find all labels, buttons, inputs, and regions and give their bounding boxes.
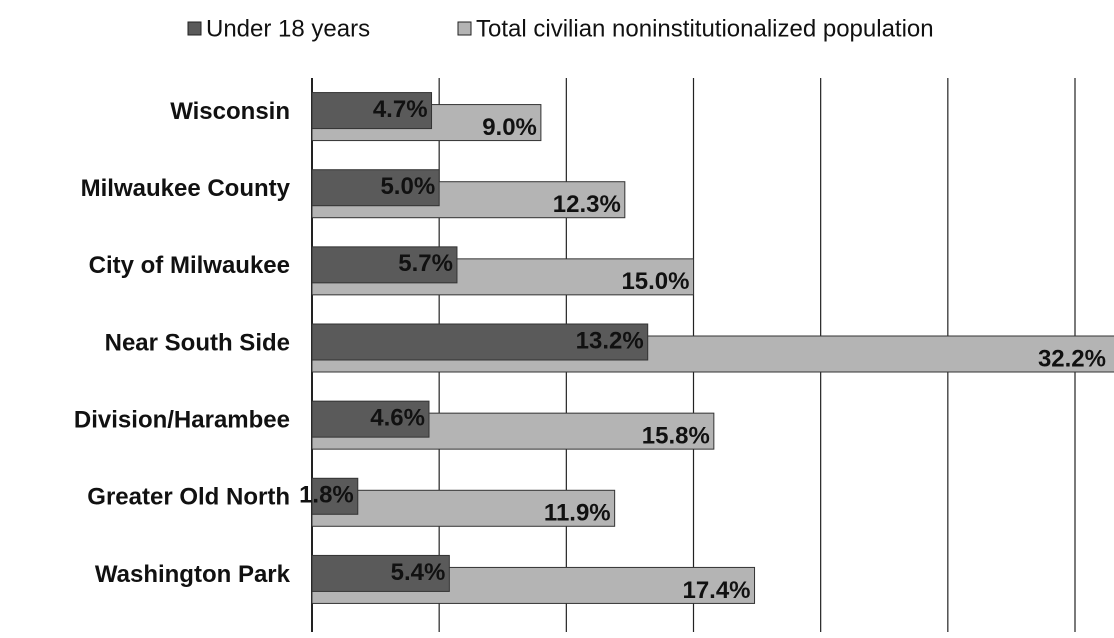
data-label: 5.4% <box>391 559 446 586</box>
category-label: Division/Harambee <box>74 406 290 433</box>
category-label: Wisconsin <box>170 98 290 125</box>
data-label: 4.7% <box>373 96 428 123</box>
category-label: City of Milwaukee <box>89 252 290 279</box>
data-label: 1.8% <box>299 482 354 509</box>
legend-swatch <box>187 21 202 36</box>
data-label: 11.9% <box>544 500 611 527</box>
bar <box>311 169 440 207</box>
data-label: 13.2% <box>576 327 644 354</box>
legend-label: Total civilian noninstitutionalized popu… <box>476 15 934 42</box>
bar <box>311 477 359 515</box>
bar <box>311 400 430 438</box>
category-label: Near South Side <box>105 329 290 356</box>
bar <box>311 92 433 130</box>
data-label: 4.6% <box>370 404 425 431</box>
data-label: 5.0% <box>380 173 435 200</box>
category-label: Greater Old North <box>87 484 290 511</box>
category-label: Milwaukee County <box>81 175 291 202</box>
data-label: 12.3% <box>553 191 621 218</box>
data-label: 32.2% <box>1038 345 1106 372</box>
data-label: 15.0% <box>621 268 689 295</box>
bar <box>311 554 450 592</box>
data-label: 17.4% <box>682 577 750 604</box>
data-label: 5.7% <box>398 250 453 277</box>
bar <box>311 246 458 284</box>
category-label: Washington Park <box>95 561 291 588</box>
bar <box>311 489 616 527</box>
data-label: 15.8% <box>642 422 710 449</box>
legend-label: Under 18 years <box>206 15 370 42</box>
data-label: 9.0% <box>482 114 537 141</box>
legend-swatch <box>457 21 472 36</box>
bar <box>311 323 649 361</box>
